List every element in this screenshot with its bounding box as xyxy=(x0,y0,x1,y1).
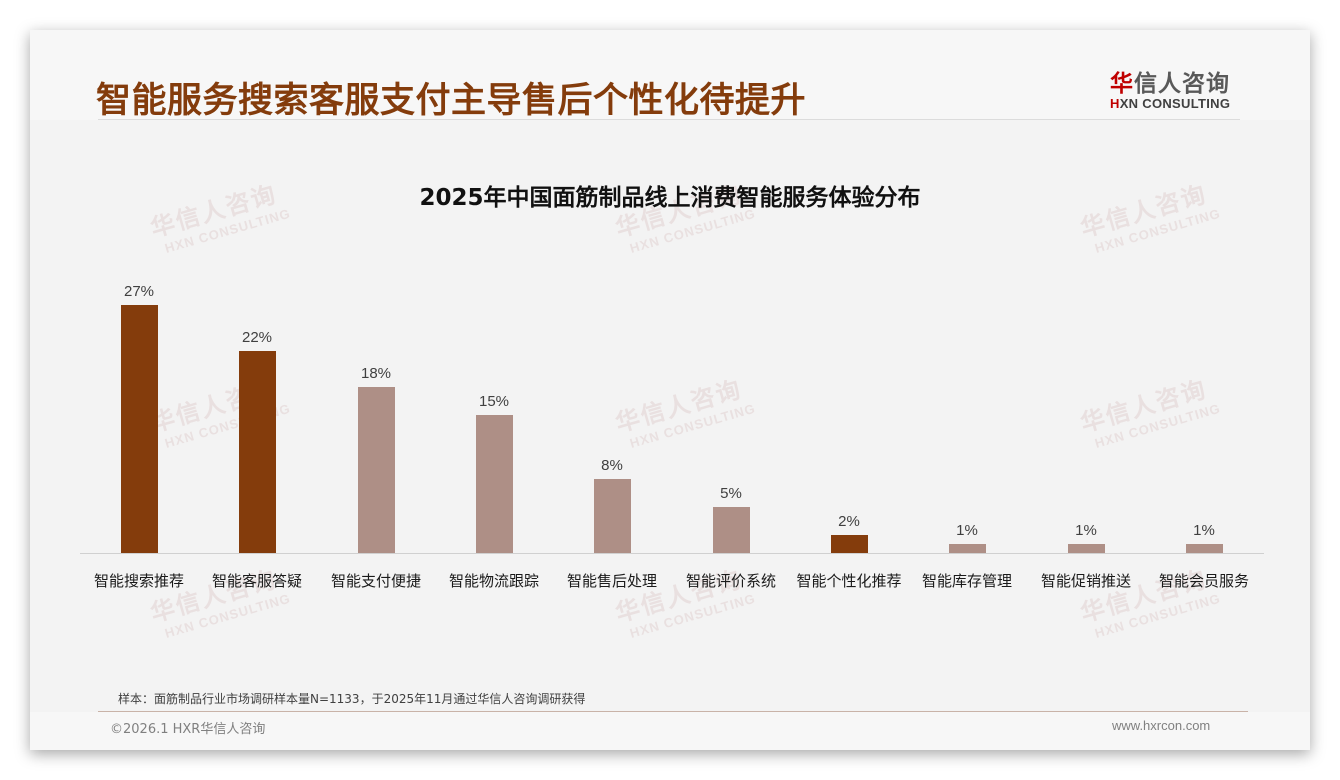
footer-divider xyxy=(98,711,1248,712)
logo-chinese: 华信人咨询 xyxy=(1110,64,1240,98)
logo-english: HXN CONSULTING xyxy=(1110,96,1240,111)
bar-8 xyxy=(948,543,986,553)
category-label: 智能评价系统 xyxy=(685,572,776,590)
category-label: 智能库存管理 xyxy=(921,572,1012,590)
category-label: 智能售后处理 xyxy=(566,572,657,590)
footer-band xyxy=(30,712,1310,750)
category-label: 智能物流跟踪 xyxy=(448,572,539,590)
chart-title: 2025年中国面筋制品线上消费智能服务体验分布 xyxy=(419,185,921,211)
category-label: 智能会员服务 xyxy=(1158,572,1249,590)
logo-hua-char: 华 xyxy=(1110,71,1134,97)
bar-value-label: 27% xyxy=(123,282,155,300)
slide: 华信人咨询 HXN CONSULTING 华信人咨询 HXN CONSULTING 华信… xyxy=(30,30,1310,750)
bar-7 xyxy=(830,534,868,553)
bar-value-label: 22% xyxy=(241,328,273,346)
company-logo: 华信人咨询 HXN CONSULTING xyxy=(1110,64,1240,111)
title-divider xyxy=(98,119,1240,120)
logo-h-char: H xyxy=(1110,96,1120,111)
bar-1 xyxy=(120,304,158,553)
bar-value-label: 1% xyxy=(956,521,978,539)
x-axis-line xyxy=(80,553,1264,554)
category-label: 智能客服答疑 xyxy=(211,572,302,590)
logo-en-rest: XN CONSULTING xyxy=(1119,96,1231,111)
bar-9 xyxy=(1067,543,1105,553)
bar-2 xyxy=(238,350,276,553)
bar-value-label: 5% xyxy=(720,485,742,502)
bar-value-label: 15% xyxy=(478,393,510,410)
category-label: 智能促销推送 xyxy=(1040,572,1131,590)
bar-value-label: 18% xyxy=(360,365,392,383)
category-label: 智能搜索推荐 xyxy=(93,572,184,590)
logo-cn-rest: 信人咨询 xyxy=(1134,71,1230,97)
category-label: 智能支付便捷 xyxy=(330,572,421,590)
category-label: 智能个性化推荐 xyxy=(796,572,902,590)
bar-3 xyxy=(357,387,395,553)
title-band xyxy=(30,30,1310,120)
bar-chart-plot: 27% 22% 18% 15% 8% 5% 2% 1% 1% 1% xyxy=(80,270,1264,553)
website-link[interactable]: www.hxrcon.com xyxy=(1112,718,1211,733)
bar-5 xyxy=(593,479,631,553)
sample-note: 样本：面筋制品行业市场调研样本量N=1133，于2025年11月通过华信人咨询调… xyxy=(118,692,586,706)
bar-4 xyxy=(475,415,513,553)
page-title: 智能服务搜索客服支付主导售后个性化待提升 xyxy=(96,81,807,121)
bar-value-label: 8% xyxy=(601,457,623,475)
bar-value-label: 1% xyxy=(1193,521,1215,539)
bar-value-label: 2% xyxy=(838,512,860,530)
bar-value-label: 1% xyxy=(1075,521,1097,539)
bar-6 xyxy=(712,507,750,553)
bar-10 xyxy=(1185,543,1223,553)
copyright: ©2026.1 HXR华信人咨询 xyxy=(110,722,266,737)
